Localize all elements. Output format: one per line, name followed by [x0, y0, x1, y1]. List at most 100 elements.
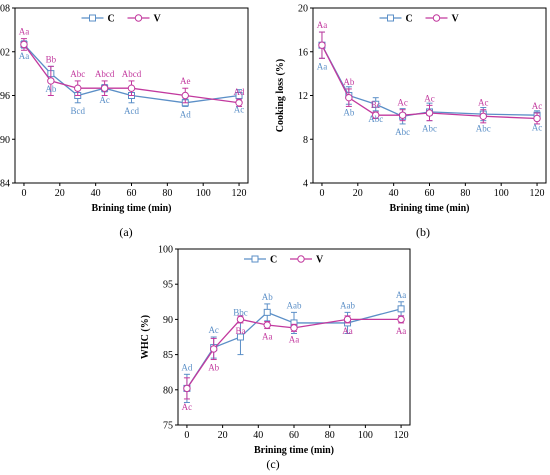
panel-a-legend-label-V: V	[154, 14, 162, 25]
panel-c-significance-label-C: Aa	[396, 290, 407, 300]
panel-c-significance-label-C: Aab	[340, 300, 355, 310]
panel-c-xtick-label: 40	[253, 430, 263, 441]
panel-a-x-axis-title: Brining time (min)	[92, 203, 172, 214]
panel-a-ytick-label: 7.02	[0, 47, 10, 58]
panel-c-xtick-label: 20	[218, 430, 228, 441]
panel-a-xtick-label: 40	[91, 188, 101, 199]
panel-b-legend-label-V: V	[452, 14, 460, 25]
panel-a-significance-label-V: Bb	[46, 54, 57, 64]
panel-b-point-V	[398, 111, 407, 119]
panel-c-xtick-label: 0	[184, 430, 189, 441]
panel-c-ytick-label: 80	[163, 385, 173, 396]
panel-c-point-V	[290, 324, 298, 332]
panel-c-point-C	[397, 305, 405, 313]
panel-b-point-C	[372, 100, 380, 108]
panel-a-point-V	[20, 40, 28, 49]
panel-a-xtick-label: 0	[21, 188, 26, 199]
panel-a-ytick-label: 7.08	[0, 4, 10, 15]
panel-a-legend-marker-C	[89, 14, 96, 22]
panel-b-significance-label-V: Ac	[478, 98, 489, 108]
panel-a-significance-label-C: Acd	[124, 106, 139, 116]
panel-a-point-V	[100, 84, 109, 92]
panel-b-x-axis-title: Brining time (min)	[390, 203, 470, 214]
panel-b-xtick-label: 0	[319, 188, 324, 199]
panel-b-ytick-label: 20	[298, 4, 308, 15]
panel-c-y-axis-title: WHC (%)	[140, 315, 151, 359]
panel-a-point-V	[47, 77, 55, 85]
panel-c-significance-label-C: Ab	[262, 292, 273, 302]
panel-c-significance-label-C: Aab	[287, 300, 302, 310]
panel-b-point-V	[345, 93, 353, 102]
panel-a-ytick-label: 6.90	[0, 135, 10, 146]
panel-c-xtick-label: 120	[394, 430, 409, 441]
panel-a-point-V	[235, 99, 243, 107]
panel-b-xtick-label: 20	[353, 188, 363, 199]
panel-c-significance-label-V: Aa	[289, 334, 300, 344]
panel-a-point-V	[74, 84, 82, 92]
panel-b-ytick-label: 12	[298, 91, 308, 102]
panel-c-ytick-label: 90	[163, 315, 173, 326]
panel-b-y-axis-title: Cooking loss (%)	[275, 59, 286, 132]
panel-b-xtick-label: 60	[425, 188, 435, 199]
panel-a-ytick-label: 6.84	[0, 179, 10, 190]
panel-b-xtick-label: 40	[389, 188, 399, 199]
panel-c-point-V	[236, 315, 245, 324]
panel-b-ytick-label: 4	[303, 179, 308, 190]
panel-c-point-V	[183, 384, 191, 393]
panel-b-significance-label-V: Ab	[343, 77, 354, 87]
panel-b-xtick-label: 80	[460, 188, 470, 199]
panel-c-xtick-label: 80	[325, 430, 335, 441]
panel-b-significance-label-C: Ac	[532, 123, 543, 133]
chart-panel-b: 0 20 40 60 80 100 120 4 8 12 16 20 Brining time (min…	[275, 4, 547, 239]
panel-c-point-V	[263, 321, 271, 329]
panel-c-significance-label-V: Aa	[396, 326, 407, 336]
panel-a-significance-label-V: Abcd	[122, 69, 142, 79]
panel-c-significance-label-V: Aa	[342, 326, 353, 336]
panel-a-significance-label-V: Ae	[180, 76, 191, 86]
panel-b-xtick-label: 100	[494, 188, 509, 199]
panel-a-xtick-label: 80	[162, 188, 172, 199]
panel-c-ytick-label: 85	[163, 350, 173, 361]
panel-b-significance-label-V: Ac	[532, 101, 543, 111]
panel-a-significance-label-C: Bcd	[70, 106, 85, 116]
panel-c-ytick-label: 95	[163, 280, 173, 291]
panel-c-legend-label-V: V	[316, 255, 324, 266]
panel-c-legend-label-C: C	[270, 255, 277, 266]
panel-a-legend-marker-V	[134, 14, 143, 22]
panel-c-xtick-label: 100	[358, 430, 373, 441]
chart-panel-a: 0 20 40 60 80 100 120 6.84 6.90 6.96 7.02 7.08 Brini…	[0, 4, 249, 239]
panel-b-significance-label-C: Abc	[422, 124, 437, 134]
panel-a-xtick-label: 20	[55, 188, 65, 199]
panel-a-significance-label-V: Abcd	[95, 69, 115, 79]
panel-b-point-V	[372, 111, 380, 119]
panel-c-xtick-label: 60	[289, 430, 299, 441]
panel-b-point-V	[318, 41, 326, 49]
panel-c-ytick-label: 100	[158, 245, 173, 256]
panel-c-label: (c)	[266, 457, 279, 471]
panel-b-point-V	[425, 109, 434, 117]
panel-b-legend-marker-V	[432, 14, 441, 22]
panel-b-significance-label-V: Aa	[317, 20, 328, 30]
panel-a-significance-label-C: Ad	[180, 109, 191, 119]
panel-c-point-V	[343, 315, 352, 324]
panel-a-point-V	[127, 84, 136, 92]
panel-b-significance-label-C: Aa	[317, 61, 328, 71]
panel-c-point-C	[236, 333, 244, 341]
panel-c-significance-label-C: Bbc	[233, 307, 248, 317]
panel-b-significance-label-C: Abc	[368, 114, 383, 124]
panel-a-xtick-label: 120	[232, 188, 247, 199]
panel-c-significance-label-V: Aa	[262, 332, 273, 342]
chart-panel-c: 0 20 40 60 80 100 120 75 80 85 90 95 100 Brining time…	[140, 245, 411, 471]
panel-c-x-axis-title: Brining time (min)	[254, 445, 334, 456]
panel-b-significance-label-C: Ab	[343, 107, 354, 117]
panel-a-significance-label-V: Ad	[234, 87, 245, 97]
panel-c-legend-marker-V	[297, 255, 305, 263]
panel-a-significance-label-V: Aa	[19, 27, 30, 37]
panel-b-significance-label-V: Ac	[424, 93, 435, 103]
panel-c-point-V	[209, 345, 218, 353]
panel-b-significance-label-V: Ac	[397, 98, 408, 108]
